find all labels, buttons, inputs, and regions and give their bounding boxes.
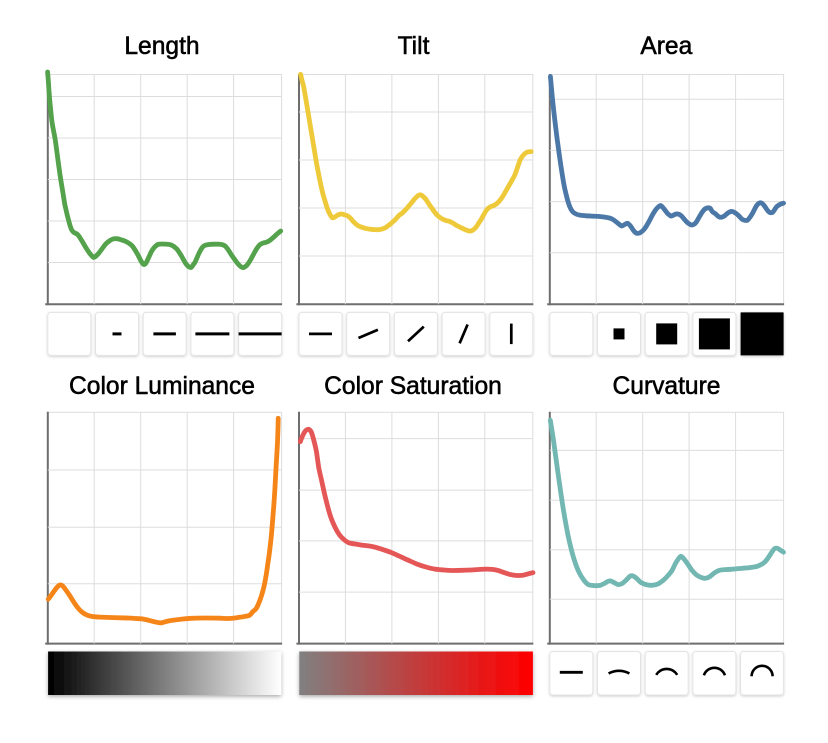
svg-text:Color Luminance: Color Luminance (69, 373, 255, 400)
svg-text:Tilt: Tilt (398, 33, 430, 60)
svg-text:Area: Area (640, 33, 692, 60)
svg-text:Color Saturation: Color Saturation (324, 373, 502, 400)
svg-text:Curvature: Curvature (613, 373, 721, 400)
svg-text:Length: Length (124, 33, 199, 60)
